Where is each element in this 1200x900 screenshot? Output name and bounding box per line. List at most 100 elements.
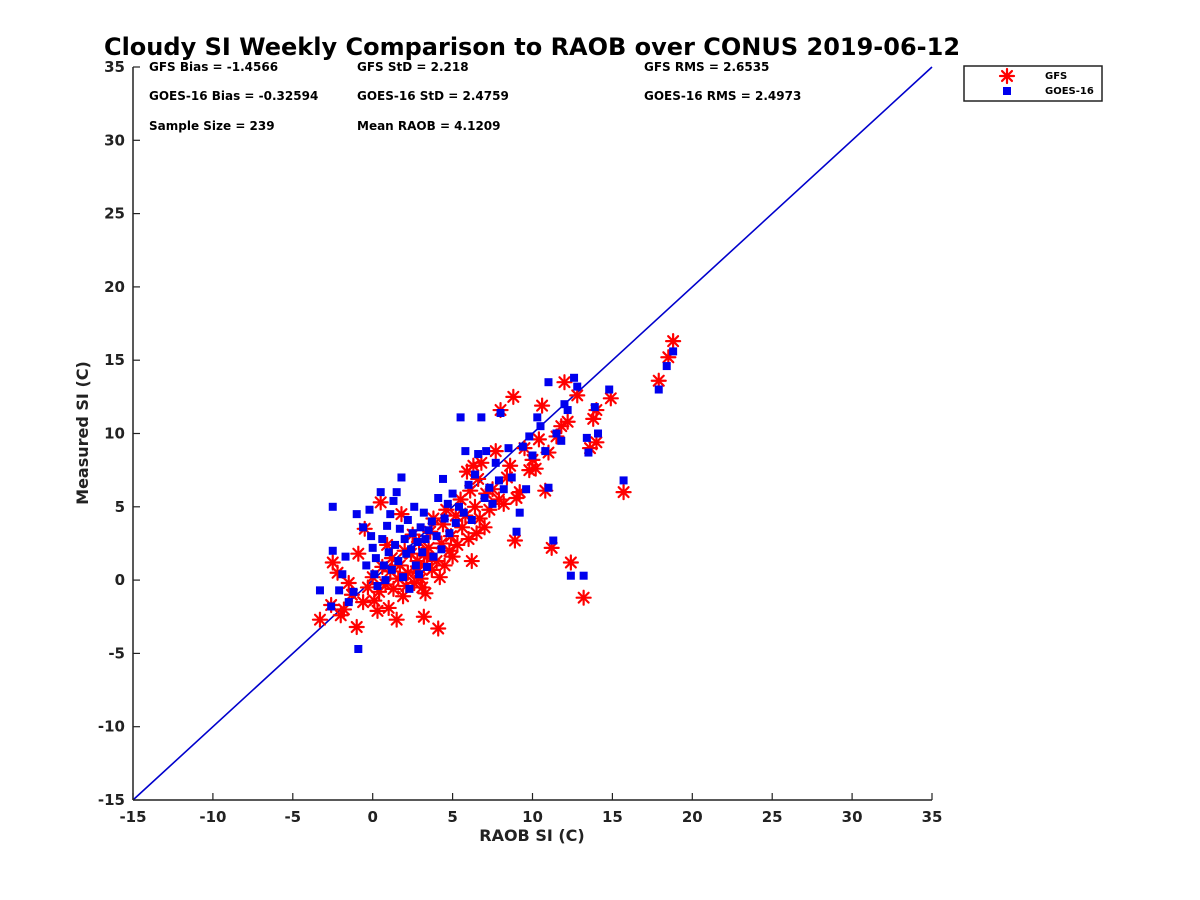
gfs-point	[369, 602, 386, 619]
stat-mean-raob: Mean RAOB = 4.1209	[357, 119, 501, 133]
goes16-point	[418, 548, 427, 557]
gfs-point	[431, 569, 448, 586]
goes16-point	[392, 488, 401, 497]
goes16-point	[445, 529, 454, 538]
gfs-point	[340, 574, 357, 592]
x-tick-label: 20	[682, 808, 703, 826]
stat-gfs-std: GFS StD = 2.218	[357, 60, 469, 74]
goes16-point	[395, 524, 404, 533]
goes16-point	[415, 570, 424, 579]
goes16-point	[419, 508, 428, 517]
goes16-point	[485, 483, 494, 492]
goes16-point	[397, 473, 406, 482]
gfs-point	[372, 494, 389, 511]
stat-goes-std: GOES-16 StD = 2.4759	[357, 89, 509, 103]
gfs-point	[388, 611, 405, 628]
y-tick-label: -15	[98, 791, 125, 809]
goes16-point	[370, 570, 379, 579]
gfs-point	[476, 519, 493, 536]
goes16-point	[413, 537, 422, 546]
goes16-point	[669, 347, 678, 356]
gfs-point	[449, 536, 466, 554]
legend-gfs-marker	[998, 67, 1016, 85]
legend-gfs-label: GFS	[1045, 71, 1067, 82]
goes16-point	[381, 576, 390, 585]
x-tick-label: 30	[842, 808, 863, 826]
goes16-point	[341, 552, 350, 561]
goes16-point	[421, 535, 430, 544]
goes16-point	[459, 508, 468, 517]
goes16-point	[494, 476, 503, 485]
gfs-point	[521, 462, 538, 479]
gfs-point	[527, 460, 544, 477]
y-axis-label: Measured SI (C)	[73, 361, 92, 505]
y-tick-label: 30	[104, 131, 125, 149]
legend-gfs-asterisk	[998, 67, 1016, 85]
goes16-point	[582, 433, 591, 442]
goes16-point	[391, 540, 400, 549]
goes16-point	[362, 561, 371, 570]
gfs-point	[350, 545, 367, 562]
goes16-point	[378, 535, 387, 544]
goes16-point	[429, 552, 438, 561]
y-tick-label: 25	[104, 205, 125, 223]
goes16-point	[379, 561, 388, 570]
goes16-point	[371, 554, 380, 563]
goes16-point	[590, 403, 599, 412]
goes16-point	[518, 442, 527, 451]
goes16-point	[536, 422, 545, 431]
gfs-point	[505, 388, 522, 405]
goes16-point	[512, 527, 521, 536]
y-tick-label: 20	[104, 278, 125, 296]
gfs-point	[487, 442, 504, 460]
legend-goes16-square	[1003, 87, 1011, 95]
goes16-point	[328, 546, 337, 555]
goes16-point	[383, 521, 392, 530]
goes16-point	[563, 406, 572, 415]
goes16-point	[387, 565, 396, 574]
goes16-point	[386, 510, 395, 519]
goes16-point	[544, 483, 553, 492]
goes16-point	[403, 515, 412, 524]
goes16-point	[566, 571, 575, 580]
x-tick-label: 15	[602, 808, 623, 826]
goes16-point	[338, 570, 347, 579]
gfs-point	[436, 557, 453, 574]
gfs-point	[506, 532, 524, 549]
gfs-point	[348, 618, 365, 636]
goes16-point	[365, 505, 374, 514]
gfs-point	[380, 599, 397, 617]
y-tick-label: 0	[115, 571, 125, 589]
stat-sample-size: Sample Size = 239	[149, 119, 275, 133]
y-tick-label: 5	[115, 498, 125, 516]
legend-box	[963, 65, 1103, 102]
goes16-point	[456, 413, 465, 422]
goes16-point	[448, 489, 457, 498]
goes16-point	[405, 584, 414, 593]
gfs-point	[463, 552, 480, 570]
goes16-point	[470, 470, 479, 479]
goes16-point	[352, 510, 361, 519]
goes16-point	[570, 373, 579, 382]
goes16-point	[440, 514, 449, 523]
x-tick-label: -10	[199, 808, 226, 826]
goes16-point	[480, 494, 489, 503]
goes16-point	[467, 515, 476, 524]
gfs-point	[468, 525, 485, 542]
goes16-point	[423, 562, 432, 571]
gfs-point	[562, 554, 579, 571]
goes16-point	[477, 413, 486, 422]
gfs-point	[473, 454, 490, 471]
gfs-point	[311, 611, 329, 628]
goes16-point	[552, 429, 561, 438]
goes16-point	[424, 526, 433, 535]
goes16-point	[400, 535, 409, 544]
gfs-point	[559, 413, 576, 430]
goes16-point	[507, 473, 516, 482]
goes16-point	[349, 587, 358, 596]
goes16-point	[654, 385, 663, 394]
goes16-point	[439, 474, 448, 483]
goes16-point	[359, 523, 368, 532]
goes16-point	[416, 523, 425, 532]
